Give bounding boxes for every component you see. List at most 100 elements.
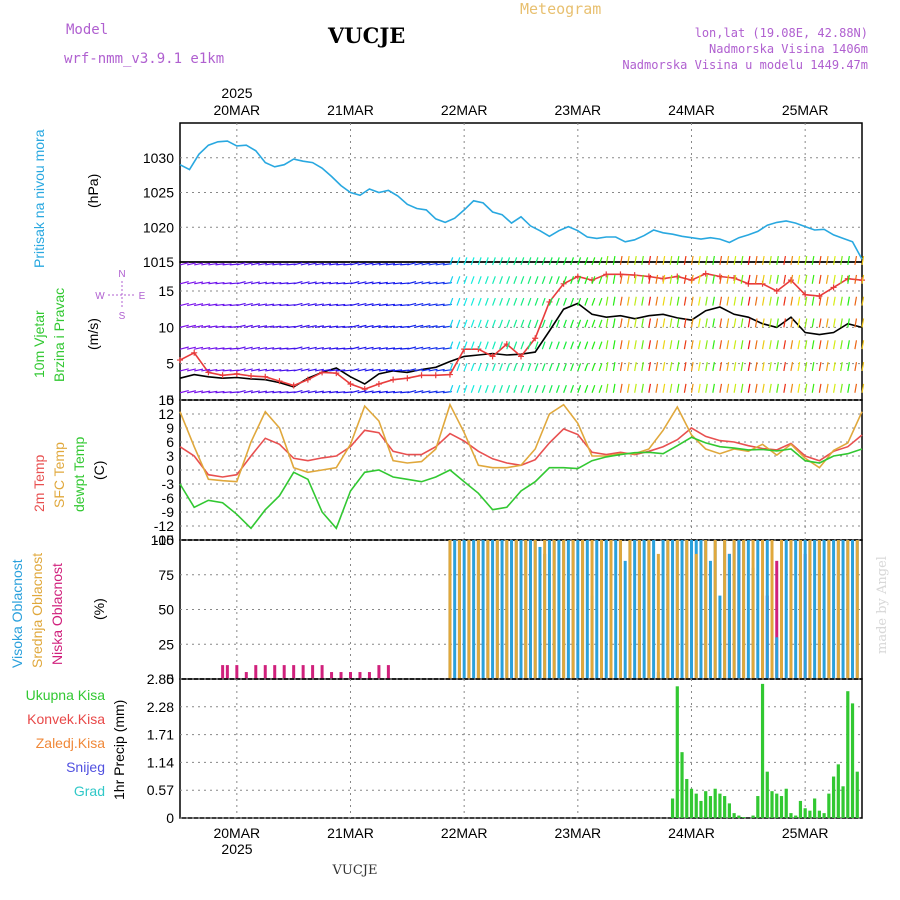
wind-barb — [222, 369, 232, 372]
wind-barb — [265, 262, 275, 266]
y-tick-label: 9 — [166, 420, 174, 436]
wind-barb — [229, 282, 239, 285]
wind-barb — [350, 346, 360, 350]
precip_total-bar — [699, 800, 703, 818]
day-label-top: 24MAR — [668, 102, 715, 118]
wind-barb — [790, 318, 794, 328]
wind-barb — [265, 303, 275, 307]
wind-barb — [428, 325, 438, 328]
cloud-mid-title: Srednja Oblacnost — [29, 553, 45, 668]
wind-barb — [705, 383, 708, 393]
wind-barb — [683, 255, 687, 266]
wind-barb — [662, 318, 666, 328]
wind-barb — [194, 390, 204, 394]
wind-barb — [825, 296, 829, 306]
cloud_mid-bar — [723, 540, 727, 679]
wind-barb — [591, 319, 596, 328]
wind-barb — [648, 255, 652, 266]
cloud_mid-bar — [713, 540, 717, 679]
wind-barb — [783, 255, 787, 266]
cloud_mid-bar — [448, 540, 452, 679]
wind-barb — [733, 274, 737, 284]
wind-barb — [854, 296, 858, 306]
wind-barb — [754, 318, 758, 328]
wind-barb — [754, 296, 758, 306]
wind-barb — [584, 363, 589, 372]
precip_total-bar — [808, 810, 812, 818]
wind-barb — [329, 369, 339, 372]
wind-barb — [790, 255, 794, 266]
wind-barb — [243, 262, 253, 266]
wind-gust-point — [475, 346, 482, 353]
wind-barb — [350, 262, 360, 266]
wind-barb — [690, 274, 694, 284]
wind-barb — [357, 324, 367, 328]
wind-barb — [378, 347, 388, 350]
cloud_mid-bar — [609, 540, 613, 679]
wind-barb — [662, 274, 666, 284]
cloud_mid-bar — [846, 540, 850, 679]
wind-barb — [307, 303, 317, 307]
wind-gust-point — [248, 373, 255, 380]
compass-letter: E — [139, 291, 146, 302]
wind-barb — [343, 347, 353, 350]
wind-barb — [385, 347, 396, 350]
cloud_mid-bar — [732, 540, 736, 679]
wind-barb — [605, 340, 609, 350]
wind-barb — [194, 262, 204, 266]
wind-barb — [840, 274, 843, 284]
wind-barb — [584, 341, 589, 350]
y-tick-label: 6 — [166, 434, 174, 450]
wind-barb — [506, 363, 511, 372]
wind-barb — [243, 302, 253, 307]
wind-barb — [790, 274, 794, 284]
wind-barb — [520, 276, 525, 284]
cloud_high-bar — [832, 540, 836, 679]
wind-barb — [364, 346, 374, 350]
cloud_high-bar — [699, 540, 703, 679]
precip-label-group: Ukupna Kisa Konvek.Kisa Zaledj.Kisa Snij… — [26, 687, 127, 800]
wind-barb — [683, 296, 687, 306]
wind-barb — [378, 390, 388, 394]
wind-barb — [705, 274, 708, 284]
wind-barb — [548, 257, 553, 266]
wind-barb — [208, 303, 218, 307]
wind-barb — [243, 368, 253, 372]
wind-barb — [619, 318, 623, 328]
precip_total-bar — [803, 808, 807, 818]
wind-barb — [477, 257, 482, 266]
cloud_mid-bar — [476, 540, 480, 679]
compass-letter: N — [118, 269, 125, 280]
wind-barb — [186, 324, 197, 328]
cloud_low-bar — [775, 560, 779, 679]
wind-barb — [548, 297, 553, 306]
wind-barb — [229, 391, 239, 394]
wind-barb — [350, 368, 360, 372]
wind-barb — [847, 274, 850, 284]
wind-barb — [201, 325, 211, 328]
precip_total-bar — [713, 788, 717, 818]
pressure-panel: 1015 1020 1025 1030 — [143, 122, 863, 270]
cloud_mid-bar — [855, 540, 859, 679]
cloud_mid-bar — [779, 540, 783, 679]
wind-barb — [286, 304, 296, 307]
wind-barb — [769, 340, 772, 350]
cloud-low-title: Niska Oblacnost — [49, 563, 65, 665]
cloud_high-bar — [671, 540, 675, 679]
wind-barb — [548, 341, 553, 350]
wind-barb — [698, 361, 701, 372]
wind-barb — [811, 296, 815, 306]
wind-barb — [186, 390, 197, 394]
wind-barb — [733, 318, 737, 328]
wind-barb — [811, 383, 815, 393]
wind-barb — [470, 385, 475, 393]
wind-barb — [307, 368, 317, 372]
wind-barb — [378, 368, 388, 372]
cloud_mid-bar — [628, 540, 632, 679]
wind-barb — [776, 361, 779, 372]
cloud_mid-bar — [562, 540, 566, 679]
wind-barb — [194, 368, 204, 372]
wind-barb — [641, 340, 644, 350]
wind-barb — [783, 340, 787, 350]
